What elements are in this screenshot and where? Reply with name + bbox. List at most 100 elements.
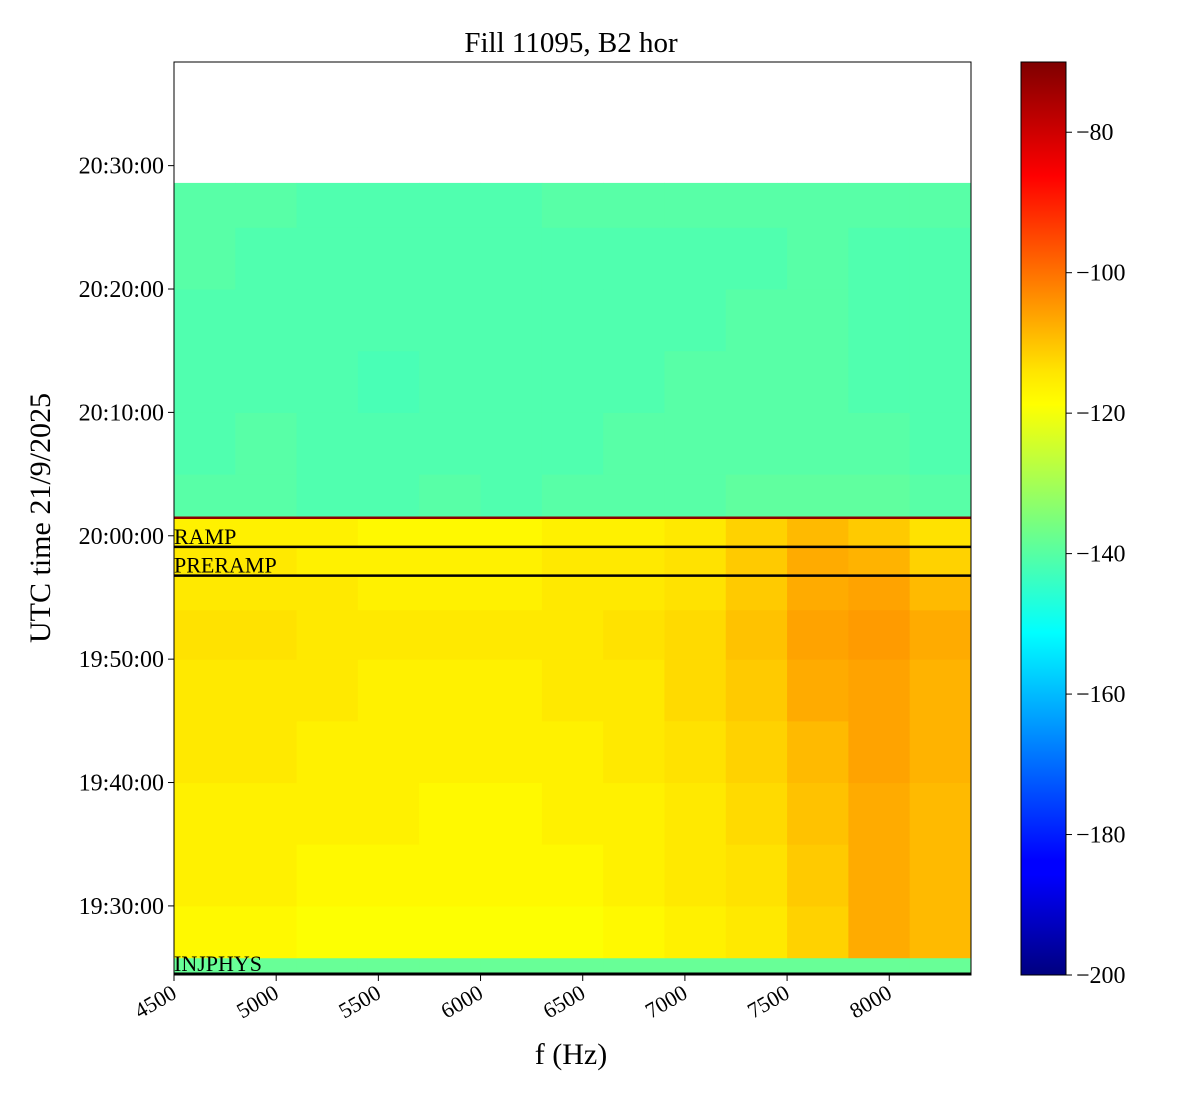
heatmap-cell [480,957,543,976]
heatmap-cell [725,905,788,959]
heatmap-cell [541,782,604,845]
colorbar-tick-label: −80 [1076,120,1114,146]
heatmap-cell [603,575,665,611]
heatmap-cell [235,609,298,660]
heatmap-cell [296,182,359,228]
heatmap-cell [725,782,788,845]
heatmap-cell [296,227,359,290]
heatmap-cell [419,609,482,660]
heatmap-cell [909,182,972,228]
heatmap-cell [787,474,849,519]
heatmap-cell [235,720,298,784]
marker-label: PRERAMP [174,553,277,578]
heatmap-cell [787,517,849,548]
heatmap-cell [357,474,420,519]
heatmap-cell [787,227,849,290]
heatmap-cell [174,720,236,784]
heatmap-cell [174,546,236,577]
heatmap-cell [419,412,482,475]
y-tick-label: 19:50:00 [79,647,164,673]
heatmap-cell [480,782,543,845]
x-tick-label: 4500 [130,980,181,1024]
heatmap-cell [296,546,359,577]
heatmap-cell [541,720,604,784]
heatmap-cell [848,474,911,519]
heatmap-cell [419,844,482,907]
heatmap-cell [725,474,788,519]
colorbar-tick-label: −180 [1076,823,1126,849]
heatmap-cell [419,782,482,845]
heatmap-cell [480,609,543,660]
heatmap-cell [419,474,482,519]
heatmap-cell [848,844,911,907]
heatmap-cell [848,575,911,611]
x-axis-label: f (Hz) [535,1038,607,1071]
heatmap-cell [541,609,604,660]
heatmap-cell [419,227,482,290]
heatmap-cell [848,412,911,475]
heatmap-cell [296,659,359,722]
heatmap-cell [725,227,788,290]
heatmap-cell [235,844,298,907]
heatmap-cell [174,517,236,548]
heatmap-cell [235,227,298,290]
heatmap-cell [603,659,665,722]
heatmap-cell [787,412,849,475]
heatmap-cell [787,782,849,845]
heatmap-cell [174,575,236,611]
heatmap-cell [909,350,972,413]
heatmap-cell [603,905,665,959]
heatmap-cell [541,957,604,976]
heatmap-cell [174,289,236,352]
heatmap-cell [541,182,604,228]
heatmap-cell [174,957,236,976]
heatmap-cell [357,609,420,660]
heatmap-cell [480,905,543,959]
heatmap-cell [480,659,543,722]
marker-label: INJPHYS [174,951,262,976]
heatmap-cell [909,720,972,784]
marker-label: RAMP [174,524,236,549]
heatmap-cell [296,844,359,907]
heatmap-cell [235,905,298,959]
heatmap-cell [725,289,788,352]
heatmap-cell [541,289,604,352]
heatmap-cell [725,182,788,228]
plot-frame [173,61,972,976]
heatmap-cell [664,609,727,660]
heatmap-cell [296,957,359,976]
heatmap-cell [725,659,788,722]
heatmap-cell [174,227,236,290]
heatmap-cell [664,182,727,228]
colorbar [1020,61,1067,976]
y-tick-label: 19:30:00 [79,894,164,920]
heatmap-cell [480,227,543,290]
heatmap-cell [725,546,788,577]
heatmap-cell [296,474,359,519]
heatmap-cell [664,412,727,475]
heatmap-cell [787,609,849,660]
heatmap-cell [419,575,482,611]
heatmap-cell [357,659,420,722]
heatmap-cell [848,905,911,959]
heatmap-cell [787,350,849,413]
heatmap-cell [909,546,972,577]
heatmap-cell [664,289,727,352]
heatmap-cell [357,182,420,228]
x-tick-label: 8000 [845,980,896,1024]
heatmap-cell [725,609,788,660]
heatmap-cell [664,546,727,577]
heatmap-cell [787,720,849,784]
heatmap-cell [419,546,482,577]
heatmap-cell [357,957,420,976]
x-tick-label: 6500 [539,980,590,1024]
heatmap-cell [664,720,727,784]
heatmap-cell [603,782,665,845]
heatmap-cell [174,905,236,959]
heatmap-cell [848,720,911,784]
heatmap-cell [909,517,972,548]
heatmap-cell [603,517,665,548]
heatmap-cell [296,720,359,784]
heatmap-cell [296,575,359,611]
heatmap-cell [174,782,236,845]
